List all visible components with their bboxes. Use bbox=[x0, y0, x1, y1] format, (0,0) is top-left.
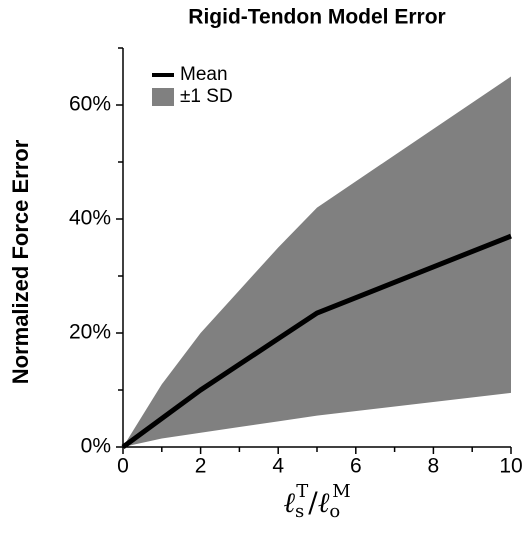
chart-title: Rigid-Tendon Model Error bbox=[188, 6, 445, 29]
mean-line bbox=[121, 233, 512, 450]
y-tick-label: 20% bbox=[69, 321, 111, 344]
x-tick-label: 0 bbox=[117, 455, 129, 478]
x-axis-label: ℓsT/ℓoM bbox=[283, 481, 350, 522]
sd-band bbox=[123, 76, 511, 447]
y-tick-label: 60% bbox=[69, 93, 111, 116]
x-tick-label: 4 bbox=[272, 455, 284, 478]
legend-swatch bbox=[152, 88, 174, 106]
x-tick-label: 10 bbox=[499, 455, 522, 478]
y-tick-label: 40% bbox=[69, 207, 111, 230]
x-tick-label: 2 bbox=[195, 455, 207, 478]
y-axis-label: Normalized Force Error bbox=[8, 139, 33, 384]
y-tick-label: 0% bbox=[81, 435, 111, 458]
x-tick-label: 6 bbox=[350, 455, 362, 478]
x-tick-label: 8 bbox=[428, 455, 440, 478]
legend-label: ±1 SD bbox=[180, 86, 233, 107]
legend-label: Mean bbox=[180, 64, 228, 85]
